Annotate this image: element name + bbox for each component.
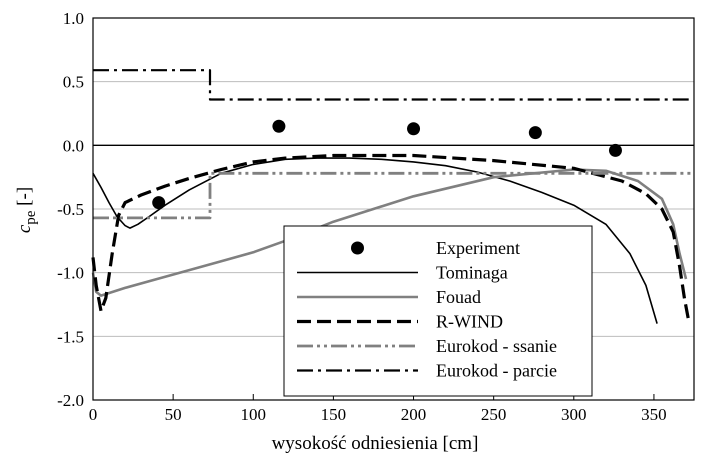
- x-tick-label: 250: [481, 405, 507, 424]
- x-tick-label: 200: [401, 405, 427, 424]
- x-tick-label: 150: [321, 405, 347, 424]
- x-tick-label: 300: [561, 405, 587, 424]
- eurokod-parcie-line: [93, 69, 694, 101]
- y-tick-label: -1.0: [57, 264, 84, 283]
- legend: Experiment Tominaga Fouad R-WIND Eurokod - s…: [283, 225, 593, 397]
- plot-frame: [92, 17, 695, 401]
- experiment-point: [608, 143, 622, 157]
- experiment-point: [272, 119, 286, 133]
- y-tick-label: 1.0: [63, 9, 84, 28]
- x-tick-label: 100: [241, 405, 267, 424]
- y-tick-label: -0.5: [57, 200, 84, 219]
- y-tick-label: 0.5: [63, 73, 84, 92]
- y-tick-label: 0.0: [63, 136, 84, 155]
- legend-experiment-swatch: [351, 241, 364, 255]
- legend-fouad-label: Fouad: [436, 287, 481, 307]
- x-axis-title: wysokość odniesienia [cm]: [272, 433, 479, 454]
- y-tick-label: -2.0: [57, 391, 84, 410]
- legend-box: [283, 225, 593, 397]
- experiment-point: [152, 196, 166, 210]
- x-tick-label: 50: [165, 405, 182, 424]
- y-tick-labels: 1.0 0.5 0.0 -0.5 -1.0 -1.5 -2.0: [57, 9, 84, 410]
- experiment-point: [407, 122, 421, 136]
- fouad-line: [91, 168, 688, 297]
- x-tick-label: 0: [89, 405, 98, 424]
- eurokod-ssanie-line: [93, 171, 694, 220]
- r-wind-line: [91, 153, 691, 324]
- y-tick-label: -1.5: [57, 327, 84, 346]
- x-tick-label: 350: [641, 405, 667, 424]
- series-lines: [91, 69, 694, 324]
- legend-eurokod-parcie-label: Eurokod - parcie: [436, 361, 557, 381]
- legend-tominaga-label: Tominaga: [436, 263, 508, 283]
- experiment-point: [528, 126, 542, 140]
- experiment-markers: [152, 119, 622, 210]
- legend-eurokod-ssanie-label: Eurokod - ssanie: [436, 336, 557, 356]
- legend-experiment-label: Experiment: [436, 238, 520, 258]
- y-axis-title: cpe [-]: [14, 187, 39, 233]
- legend-r-wind-label: R-WIND: [436, 312, 503, 332]
- x-tick-labels: 0 50 100 150 200 250 300 350: [89, 394, 667, 424]
